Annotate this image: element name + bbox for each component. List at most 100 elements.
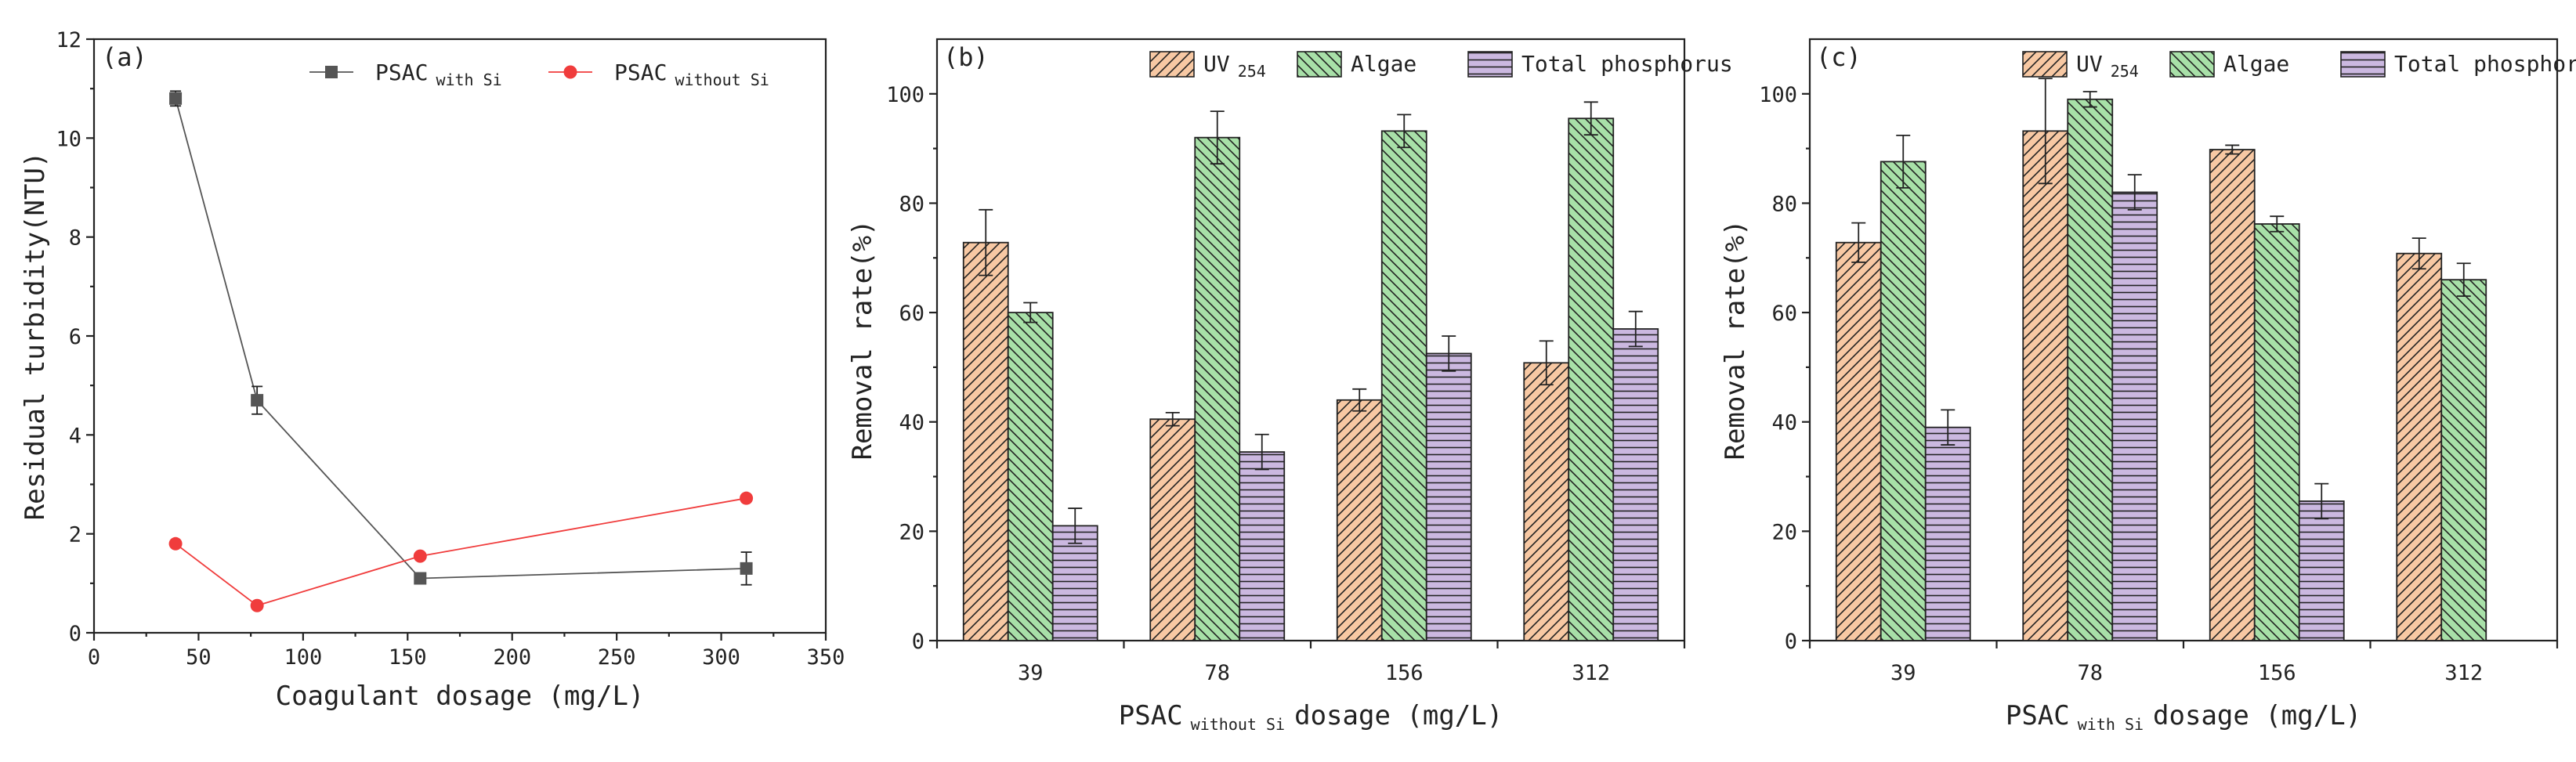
- legend-label: Algae: [2223, 51, 2289, 77]
- data-point: [250, 598, 264, 612]
- bar-hatch: [2209, 150, 2255, 641]
- x-tick-label: 39: [1018, 661, 1044, 685]
- x-tick-label: 0: [88, 645, 100, 670]
- legend-marker: [325, 66, 338, 78]
- legend-item: Algae: [2169, 51, 2289, 78]
- bar-hatch: [1195, 137, 1240, 641]
- legend-item: Algae: [1297, 51, 1416, 78]
- bar: [1194, 136, 1241, 641]
- bar-hatch: [2112, 192, 2158, 641]
- legend-swatch-hatch: [2023, 52, 2067, 77]
- legend-item: PSAC with Si: [309, 60, 502, 89]
- error-bar: [1210, 110, 1225, 165]
- panel-label: (b): [943, 42, 989, 72]
- legend-swatch-outline: [1149, 51, 1195, 78]
- legend-item: UV 254: [1149, 51, 1266, 81]
- y-axis-title: Residual turbidity(NTU): [20, 152, 51, 521]
- bar-hatch: [2254, 223, 2299, 641]
- bar: [1568, 117, 1615, 641]
- bar: [1835, 241, 1882, 641]
- bar: [1149, 418, 1196, 641]
- bar-hatch: [1381, 131, 1427, 641]
- data-point: [168, 536, 183, 551]
- error-bar: [1254, 433, 1269, 471]
- error-bar: [1352, 388, 1367, 412]
- y-axis-title: Removal rate(%): [847, 219, 878, 460]
- x-tick-label: 39: [1890, 661, 1916, 685]
- panel-a-turbidity-chart: 0 50 100 150 200 250 300 350 0 2 4 6 8 10 12 Coagulant …: [20, 28, 845, 712]
- y-tick-label: 40: [899, 411, 924, 435]
- bar: [1612, 328, 1659, 641]
- error-bar: [2456, 262, 2471, 298]
- bar: [2253, 223, 2300, 641]
- y-tick-label: 12: [56, 28, 81, 52]
- bar-hatch: [1426, 353, 1471, 641]
- y-tick-label: 40: [1771, 411, 1797, 435]
- bar-hatch: [2397, 253, 2442, 641]
- bar: [2440, 279, 2487, 641]
- y-tick-label: 20: [1771, 520, 1797, 544]
- bar: [1523, 362, 1570, 641]
- y-tick-label: 8: [69, 226, 81, 251]
- error-bar: [1941, 409, 1956, 446]
- legend-swatch-hatch: [2170, 52, 2214, 77]
- bar-hatch: [1008, 312, 1053, 641]
- y-tick-label: 20: [899, 520, 924, 544]
- legend-item: UV 254: [2022, 51, 2139, 81]
- y-tick-label: 2: [69, 523, 81, 547]
- bar-hatch: [1568, 118, 1614, 641]
- panel-label: (c): [1816, 42, 1861, 72]
- panel-label: (a): [102, 42, 147, 72]
- error-bar: [1896, 134, 1911, 189]
- y-axis-title: Removal rate(%): [1720, 219, 1751, 460]
- x-axis-title: PSAC without Si dosage (mg/L): [1119, 700, 1503, 734]
- error-bar: [1442, 335, 1456, 372]
- legend-label: PSAC with Si: [375, 60, 502, 89]
- x-tick-label: 250: [598, 645, 636, 670]
- legend-label: PSAC without Si: [614, 60, 769, 89]
- y-tick-label: 10: [56, 127, 81, 151]
- bar-hatch: [1880, 161, 1926, 641]
- y-tick-label: 80: [899, 192, 924, 216]
- x-tick-label: 312: [1572, 661, 1610, 685]
- bar: [1380, 130, 1427, 641]
- y-tick-label: 100: [886, 83, 924, 107]
- data-point: [414, 572, 427, 585]
- y-tick-label: 80: [1771, 192, 1797, 216]
- error-bar: [1539, 340, 1554, 386]
- y-tick-label: 60: [899, 302, 924, 326]
- error-bar: [1068, 507, 1083, 544]
- y-tick-label: 4: [69, 424, 81, 448]
- error-bar: [1023, 302, 1038, 323]
- series-1: [168, 491, 754, 612]
- legend-swatch-outline: [1297, 51, 1342, 78]
- legend-label: Total phosphorus: [2394, 51, 2576, 77]
- x-tick-label: 150: [389, 645, 427, 670]
- y-tick-label: 0: [1785, 630, 1797, 654]
- legend-label: Algae: [1351, 51, 1416, 77]
- legend-swatch-hatch: [2341, 52, 2385, 77]
- x-tick-label: 156: [1385, 661, 1424, 685]
- series-1: [1007, 101, 1615, 641]
- data-point: [740, 491, 754, 505]
- bar-hatch: [2068, 99, 2113, 641]
- error-bar: [1583, 101, 1598, 136]
- bar-hatch: [2441, 280, 2487, 641]
- legend-swatch-outline: [1467, 51, 1513, 78]
- plot-frame: [92, 38, 827, 634]
- bar: [1007, 312, 1054, 641]
- error-bar: [2038, 78, 2053, 185]
- error-bar: [2314, 482, 2329, 520]
- legend-swatch-hatch: [1468, 52, 1512, 77]
- bar-hatch: [1613, 329, 1659, 641]
- error-bar: [1851, 222, 1866, 263]
- x-tick-label: 78: [2077, 661, 2103, 685]
- error-bar: [1628, 310, 1643, 348]
- x-tick-label: 100: [284, 645, 322, 670]
- x-tick-label: 350: [807, 645, 845, 670]
- y-tick-label: 60: [1771, 302, 1797, 326]
- legend-item: Total phosphorus: [1467, 51, 1733, 78]
- x-tick-label: 312: [2444, 661, 2483, 685]
- error-bar: [2411, 237, 2426, 270]
